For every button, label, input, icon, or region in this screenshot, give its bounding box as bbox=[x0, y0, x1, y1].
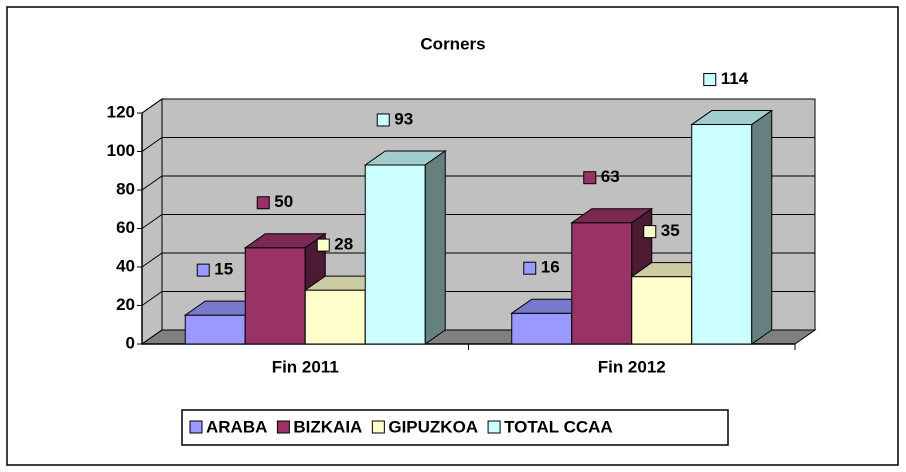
legend-label: BIZKAIA bbox=[293, 417, 362, 436]
value-label-key bbox=[583, 171, 597, 185]
value-label-key bbox=[316, 238, 330, 252]
legend-key bbox=[189, 420, 203, 434]
grid-line bbox=[141, 175, 815, 191]
bar-front bbox=[691, 124, 753, 345]
x-tick-label: Fin 2012 bbox=[598, 357, 666, 376]
y-tick-label: 40 bbox=[116, 256, 135, 275]
bar bbox=[690, 109, 774, 345]
legend-key bbox=[371, 420, 385, 434]
value-label: 50 bbox=[274, 192, 293, 211]
y-tick-label: 20 bbox=[116, 295, 135, 314]
bar-side bbox=[424, 150, 446, 345]
bar-front bbox=[571, 222, 633, 345]
value-label: 63 bbox=[601, 167, 620, 186]
legend-box bbox=[181, 409, 729, 446]
value-label: 35 bbox=[661, 221, 680, 240]
bar-side bbox=[751, 109, 773, 345]
value-label-key bbox=[256, 196, 270, 210]
value-label: 16 bbox=[541, 258, 560, 277]
bar-front bbox=[364, 164, 426, 345]
value-label-key bbox=[196, 263, 210, 277]
value-label: 93 bbox=[394, 109, 413, 128]
bar-front bbox=[184, 314, 246, 345]
grid-line bbox=[141, 137, 815, 152]
y-tick-label: 0 bbox=[126, 333, 135, 352]
legend-key bbox=[276, 420, 290, 434]
chart-title: Corners bbox=[420, 34, 485, 53]
legend-key bbox=[487, 420, 501, 434]
value-label: 28 bbox=[334, 235, 353, 254]
value-label: 15 bbox=[214, 260, 233, 279]
bar-front bbox=[244, 247, 306, 345]
grid-line bbox=[141, 98, 815, 114]
value-label-key bbox=[376, 113, 390, 127]
value-label-key bbox=[523, 261, 537, 275]
value-label: 114 bbox=[721, 69, 749, 88]
legend-label: GIPUZKOA bbox=[388, 417, 478, 436]
bar-front bbox=[631, 276, 693, 345]
bar bbox=[363, 150, 447, 345]
value-label-key bbox=[643, 225, 657, 239]
legend-label: TOTAL CCAA bbox=[504, 417, 613, 436]
bar-front bbox=[511, 312, 573, 345]
x-tick-label: Fin 2011 bbox=[272, 357, 339, 376]
y-tick-label: 80 bbox=[116, 179, 135, 198]
y-tick-label: 100 bbox=[107, 141, 135, 160]
legend-label: ARABA bbox=[206, 417, 267, 436]
value-label-key bbox=[703, 73, 717, 87]
y-tick-label: 60 bbox=[116, 218, 135, 237]
y-tick-label: 120 bbox=[107, 102, 135, 121]
bar-front bbox=[304, 289, 366, 345]
